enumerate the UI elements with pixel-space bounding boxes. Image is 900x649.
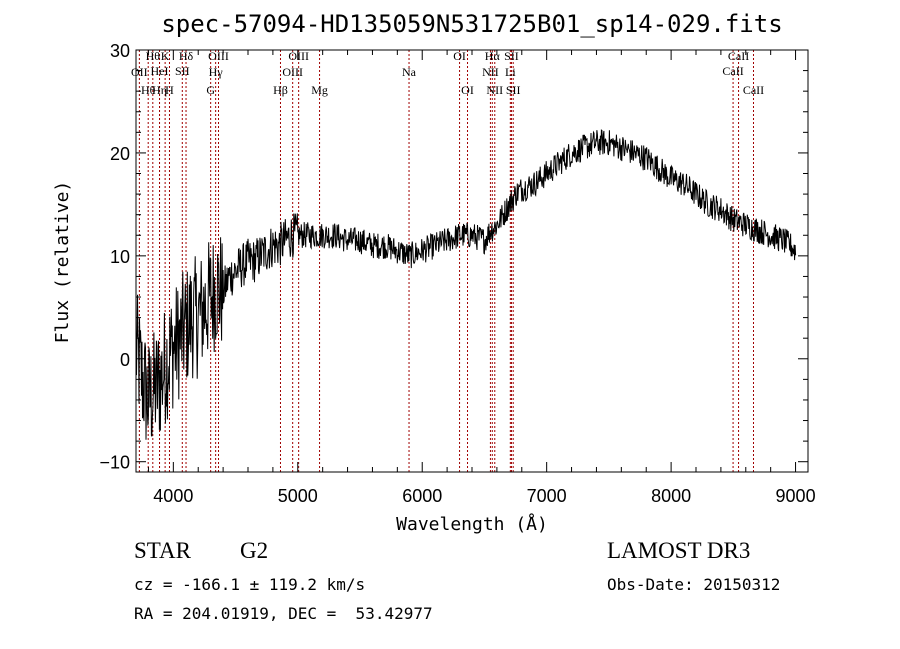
line-label-12: Hβ bbox=[273, 83, 288, 97]
line-label-11: OIII bbox=[208, 49, 229, 63]
line-label-23: SII bbox=[504, 49, 519, 63]
line-label-17: OI bbox=[453, 49, 466, 63]
plot-frame bbox=[135, 49, 809, 473]
x-tick-label-3: 7000 bbox=[527, 486, 567, 506]
line-label-13: OIII bbox=[282, 65, 303, 79]
chart-title: spec-57094-HD135059N531725B01_sp14-029.f… bbox=[161, 10, 782, 38]
y-tick-label-2: 10 bbox=[110, 247, 130, 267]
object-class: STAR bbox=[134, 538, 191, 563]
line-label-16: Na bbox=[402, 65, 417, 79]
redshift-cz: cz = -166.1 ± 119.2 km/s bbox=[134, 575, 366, 594]
line-label-19: NII bbox=[482, 65, 499, 79]
line-label-9: G bbox=[206, 83, 215, 97]
x-axis-label: Wavelength (Å) bbox=[396, 513, 548, 535]
y-tick-label-0: −10 bbox=[99, 453, 130, 473]
x-tick-label-4: 8000 bbox=[651, 486, 691, 506]
line-label-15: Mg bbox=[311, 83, 328, 97]
line-label-5: K bbox=[161, 49, 170, 63]
line-label-18: OI bbox=[461, 83, 474, 97]
line-label-4: HeI bbox=[151, 64, 169, 78]
line-label-27: CaII bbox=[743, 83, 764, 97]
x-tick-label-1: 5000 bbox=[278, 486, 318, 506]
y-axis-ticks: −10 0 10 20 30 bbox=[99, 41, 808, 473]
line-label-7: SII bbox=[175, 64, 190, 78]
spectral-line-markers bbox=[138, 50, 754, 472]
x-tick-label-2: 6000 bbox=[402, 486, 442, 506]
line-label-20: Hα bbox=[485, 49, 501, 63]
line-label-3: Hη bbox=[152, 83, 167, 97]
line-label-22: Li bbox=[505, 65, 516, 79]
line-label-6: H bbox=[165, 83, 174, 97]
line-label-21: NII bbox=[486, 83, 503, 97]
flux-series-line bbox=[135, 129, 797, 440]
spectral-subclass: G2 bbox=[240, 538, 269, 563]
x-axis-ticks: 4000 5000 6000 7000 8000 9000 bbox=[147, 50, 816, 506]
y-tick-label-4: 30 bbox=[110, 41, 130, 61]
line-label-1: Hθ bbox=[141, 83, 156, 97]
spectral-line-labels: OIIHθHθHηHeIKHSIIHδGHγOIIIHβOIIIOIIIMgNa… bbox=[131, 49, 764, 97]
line-label-26: CaII bbox=[728, 49, 749, 63]
line-label-8: Hδ bbox=[179, 49, 194, 63]
line-label-10: Hγ bbox=[209, 65, 224, 79]
line-label-0: OII bbox=[131, 65, 148, 79]
survey-name: LAMOST DR3 bbox=[607, 538, 751, 563]
x-tick-label-5: 9000 bbox=[776, 486, 816, 506]
line-label-24: SII bbox=[506, 83, 521, 97]
line-label-25: CaII bbox=[722, 64, 743, 78]
observation-date: Obs-Date: 20150312 bbox=[607, 575, 781, 594]
y-tick-label-1: 0 bbox=[120, 350, 130, 370]
x-tick-label-0: 4000 bbox=[153, 486, 193, 506]
y-tick-label-3: 20 bbox=[110, 144, 130, 164]
line-label-14: OIII bbox=[288, 49, 309, 63]
y-axis-label: Flux (relative) bbox=[52, 181, 73, 344]
coordinates: RA = 204.01919, DEC = 53.42977 bbox=[134, 604, 433, 623]
line-label-2: Hθ bbox=[146, 49, 161, 63]
